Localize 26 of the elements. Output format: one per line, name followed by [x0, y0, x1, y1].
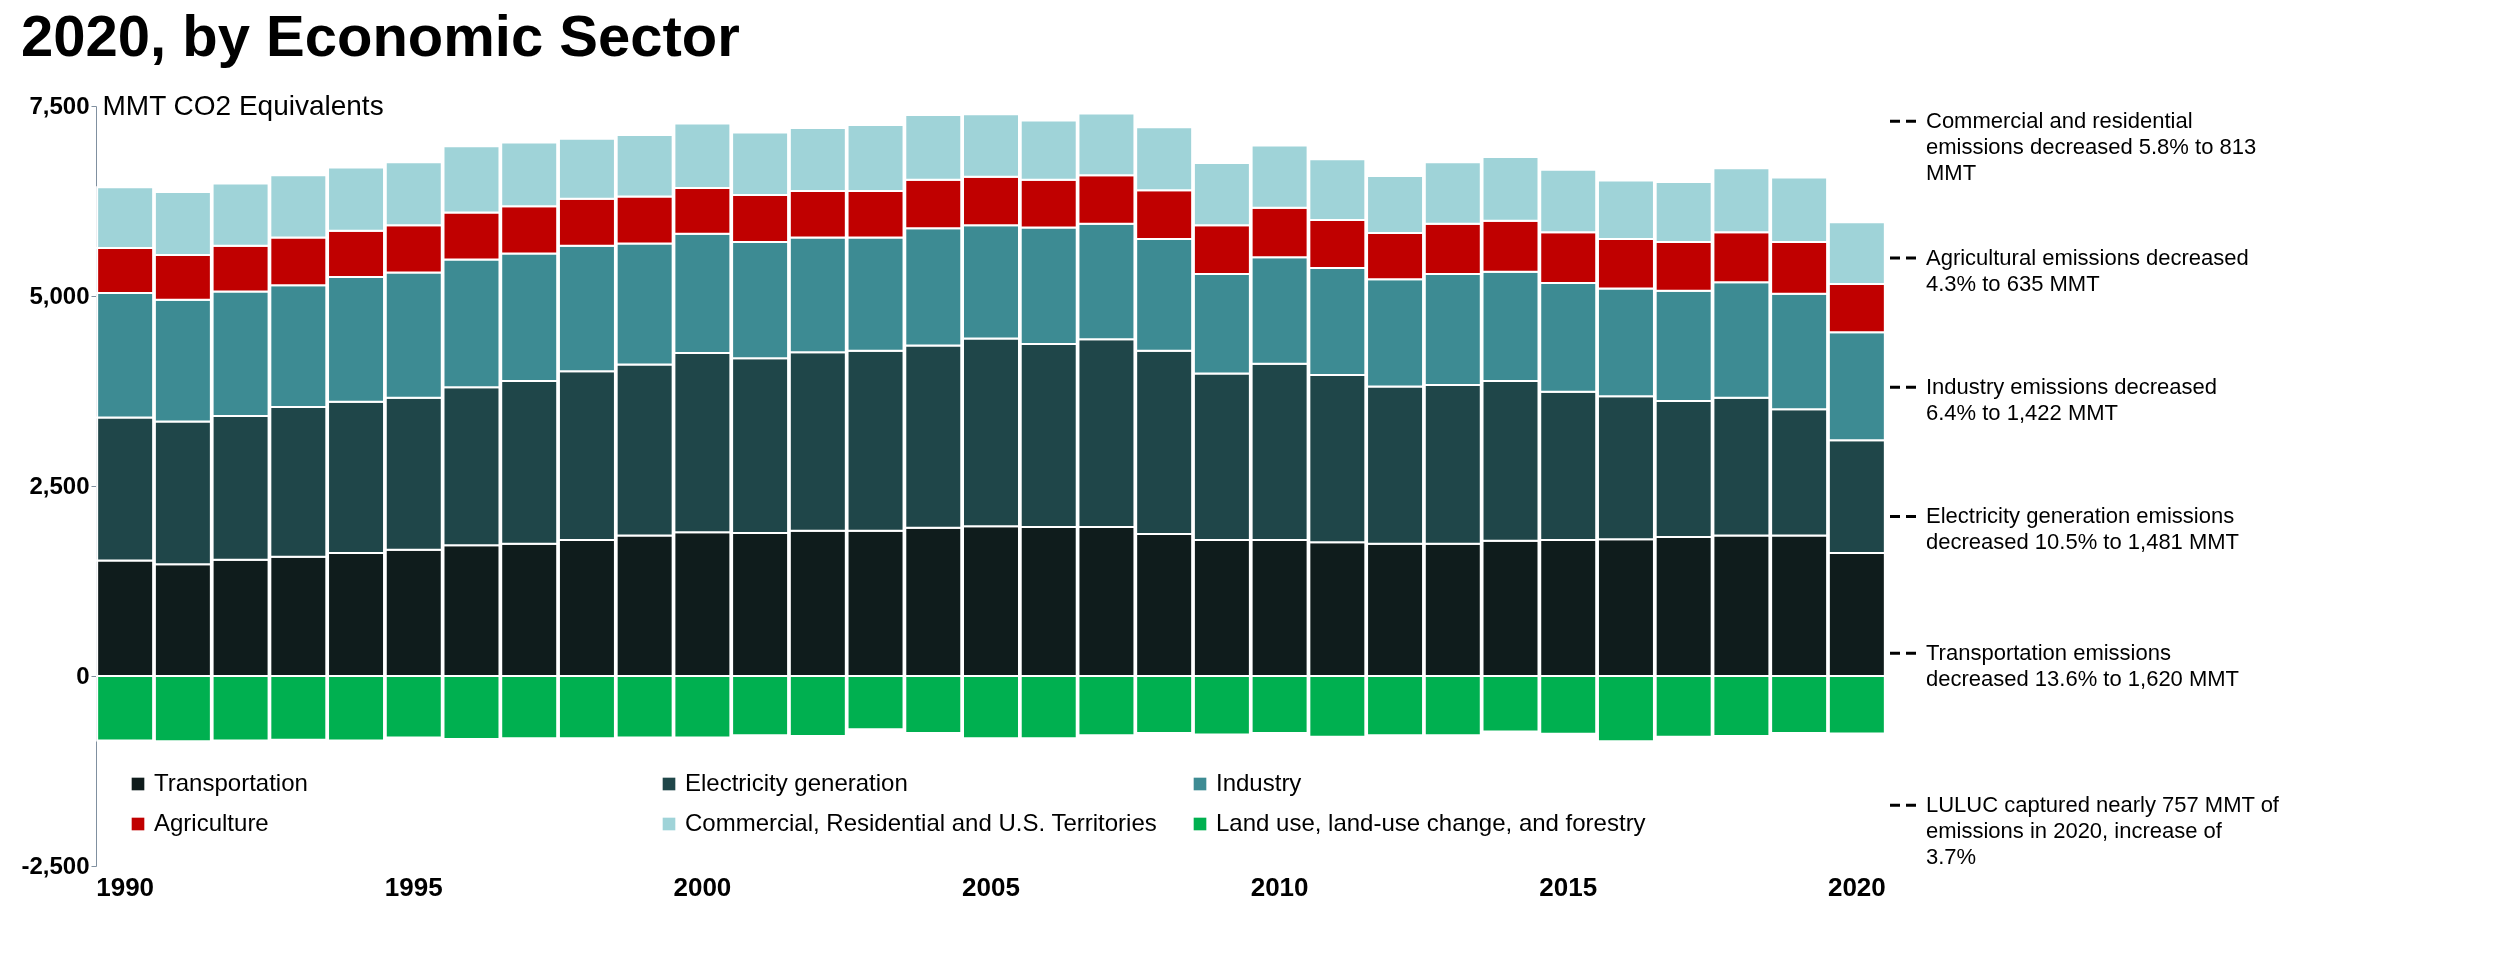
- text: Commercial and residential emissions decreased 5.8% to 813 MMT: [1926, 108, 2257, 186]
- legend-label: Agriculture: [154, 809, 269, 836]
- legend-label: Transportation: [154, 769, 308, 796]
- x-tick-label: 2010: [1250, 871, 1309, 902]
- legend-label: Industry: [1216, 769, 1302, 796]
- text: Industry emissions decreased 6.4% to 1,422 MMT: [1926, 374, 2218, 426]
- y-tick-label: 5,000: [29, 281, 90, 309]
- text: Electricity generation emissions decreased 10.5% to 1,481 MMT: [1926, 503, 2240, 555]
- x-tick-label: 2000: [673, 871, 732, 902]
- x-tick-label: 1990: [96, 871, 155, 902]
- y-tick-label: 2,500: [29, 471, 90, 499]
- x-tick-label: 2020: [1827, 871, 1886, 902]
- legend-label: Commercial, Residential and U.S. Territories: [685, 809, 1157, 836]
- text: LULUC captured nearly 757 MMT of emissions in 2020, increase of 3.7%: [1926, 792, 2280, 870]
- text: Transportation emissions decreased 13.6% to 1,620 MMT: [1926, 640, 2240, 692]
- chart-title: 2020, by Economic Sector: [20, 3, 740, 68]
- y-tick-label: 0: [76, 661, 90, 689]
- y-tick-label: -2,500: [21, 851, 90, 879]
- y-tick-label: 7,500: [29, 91, 90, 119]
- text: Agricultural emissions decreased 4.3% to 635 MMT: [1926, 245, 2249, 296]
- legend-label: Electricity generation: [685, 769, 908, 796]
- x-tick-label: 1995: [384, 871, 443, 902]
- x-tick-label: 2015: [1539, 871, 1598, 902]
- legend-label: Land use, land-use change, and forestry: [1216, 809, 1646, 836]
- x-tick-label: 2005: [962, 871, 1020, 902]
- y-axis-title: MMT CO2 Equivalents: [102, 89, 384, 121]
